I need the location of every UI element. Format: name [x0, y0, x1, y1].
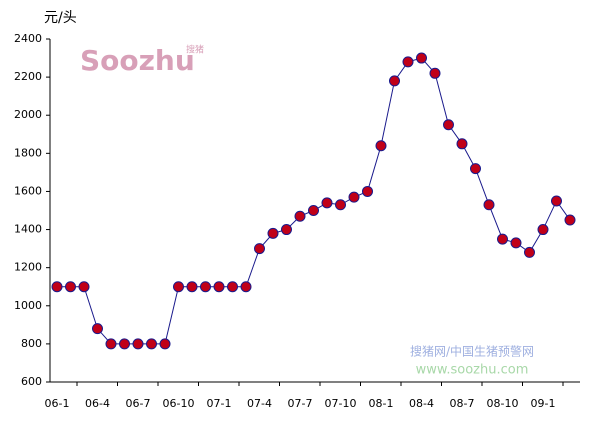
x-tick-label: 07-1 [207, 397, 232, 410]
marker [51, 281, 63, 293]
x-tick-label: 08-4 [409, 397, 434, 410]
marker [362, 185, 373, 197]
marker [105, 338, 117, 350]
marker [429, 67, 441, 79]
marker [159, 338, 171, 350]
y-unit: 元/头 [44, 10, 77, 26]
marker [119, 338, 130, 350]
marker [456, 138, 468, 150]
marker [389, 75, 400, 87]
x-tick-label: 07-4 [247, 397, 272, 410]
marker [348, 191, 360, 203]
marker [524, 246, 535, 258]
x-tick-label: 09-1 [531, 397, 556, 410]
marker [470, 163, 481, 175]
y-tick-label: 1400 [14, 223, 42, 236]
marker [267, 227, 279, 239]
marker [321, 197, 333, 209]
x-tick-label: 06-1 [45, 397, 70, 410]
y-tick-label: 2400 [14, 32, 42, 45]
watermark-logo: Soozhu [80, 44, 195, 77]
x-tick-label: 06-4 [85, 397, 110, 410]
marker [200, 281, 211, 293]
marker [78, 281, 90, 293]
y-tick-label: 1000 [14, 299, 42, 312]
x-tick-label: 06-10 [163, 397, 195, 410]
marker [281, 224, 292, 236]
watermark-url: www.soozhu.com [416, 363, 529, 378]
marker [335, 199, 346, 211]
marker [416, 52, 427, 64]
watermark-logo-small: 搜猪 [186, 44, 204, 56]
series-line [57, 57, 571, 345]
y-tick-label: 2200 [14, 70, 42, 83]
marker [497, 233, 508, 245]
marker [146, 338, 157, 350]
x-tick-label: 07-10 [325, 397, 357, 410]
marker [92, 323, 103, 335]
marker [402, 56, 414, 68]
y-tick-label: 1600 [14, 184, 42, 197]
x-tick-label: 06-7 [126, 397, 151, 410]
marker [510, 237, 522, 249]
marker [132, 338, 144, 350]
marker [308, 205, 319, 216]
marker [443, 119, 454, 131]
x-tick-label: 08-10 [487, 397, 519, 410]
marker [294, 210, 306, 222]
y-tick-label: 1200 [14, 261, 42, 274]
x-tick-label: 07-7 [288, 397, 313, 410]
marker [254, 243, 265, 255]
y-tick-label: 800 [21, 337, 42, 350]
watermark-site: 搜猪网/中国生猪预警网 [410, 344, 534, 359]
marker [227, 281, 238, 293]
y-tick-label: 2000 [14, 108, 42, 121]
marker [173, 281, 184, 293]
marker [186, 281, 198, 293]
marker [564, 214, 576, 226]
y-tick-label: 600 [21, 375, 42, 388]
y-tick-label: 1800 [14, 146, 42, 159]
marker [375, 140, 387, 152]
marker [213, 281, 225, 293]
x-tick-label: 08-1 [369, 397, 394, 410]
marker [537, 224, 549, 236]
x-tick-label: 08-7 [450, 397, 475, 410]
marker [483, 199, 495, 211]
marker [65, 281, 76, 293]
marker [240, 281, 252, 293]
marker [551, 195, 562, 207]
